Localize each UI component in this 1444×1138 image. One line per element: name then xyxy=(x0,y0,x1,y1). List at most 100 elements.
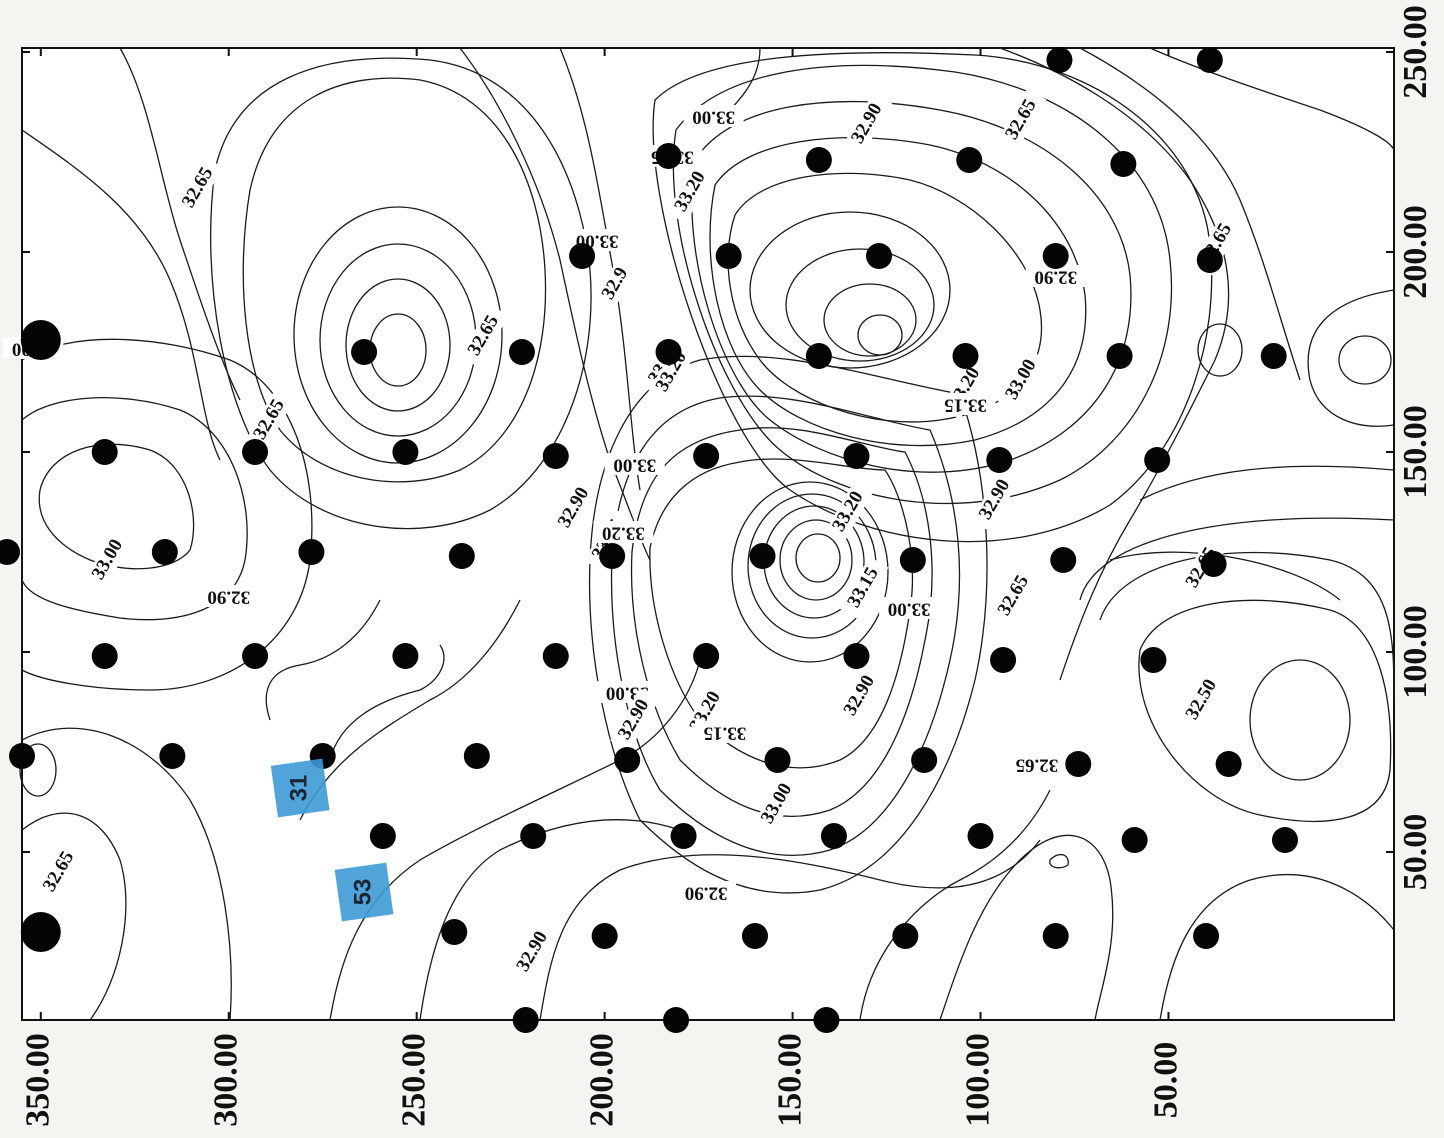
y-tick-label: 200.00 xyxy=(1397,205,1434,299)
contour-line xyxy=(21,727,232,1021)
contour-line xyxy=(749,211,951,369)
contour-line xyxy=(419,818,681,1021)
station-marker xyxy=(1271,827,1298,853)
station-marker xyxy=(1196,247,1223,273)
contour-line xyxy=(610,395,961,856)
contour-line xyxy=(539,839,1041,1021)
station-marker xyxy=(441,919,468,945)
station-marker xyxy=(508,339,535,365)
contour-label: 32.65 xyxy=(1016,755,1059,776)
contour-line xyxy=(1197,323,1243,377)
station-marker xyxy=(569,243,596,269)
x-tick-label: 300.00 xyxy=(208,1033,245,1127)
station-marker xyxy=(1144,447,1171,473)
contour-label-bg xyxy=(824,480,874,544)
station-marker xyxy=(663,1007,690,1033)
contour-label: 33.20 xyxy=(602,523,645,544)
contour-label-bg xyxy=(683,105,744,127)
station-marker xyxy=(591,923,618,949)
contour-label: 33.00 xyxy=(613,455,656,476)
contour-line xyxy=(299,599,521,821)
contour-line xyxy=(345,278,451,412)
station-marker xyxy=(693,443,720,469)
station-marker xyxy=(986,447,1013,473)
sampling-stations xyxy=(0,47,1298,1033)
contour-line xyxy=(795,533,841,583)
contour-line xyxy=(672,64,1173,505)
station-tag-label: 53 xyxy=(349,879,376,906)
contour-line xyxy=(1139,465,1395,501)
contour-label-bg xyxy=(997,88,1047,152)
station-marker xyxy=(151,539,178,565)
station-marker xyxy=(843,643,870,669)
x-tick-label: 250.00 xyxy=(395,1033,432,1127)
contour-line xyxy=(652,52,1213,543)
contour-line xyxy=(588,355,988,894)
contour-line xyxy=(265,599,381,721)
contour-line xyxy=(1138,599,1392,823)
contour-line xyxy=(785,248,935,362)
contour-line xyxy=(779,519,853,601)
station-marker xyxy=(1121,827,1148,853)
station-tag-box xyxy=(270,758,330,818)
station-marker xyxy=(805,147,832,173)
station-marker xyxy=(369,823,396,849)
station-marker xyxy=(967,823,994,849)
contour-label-bg xyxy=(1006,753,1067,775)
contour-line xyxy=(1109,551,1341,601)
station-marker xyxy=(1046,47,1073,73)
contour-line xyxy=(1338,335,1392,385)
contour-line xyxy=(1079,47,1301,381)
station-marker xyxy=(392,439,419,465)
station-tag-label: 31 xyxy=(286,775,313,802)
contour-line xyxy=(459,47,651,561)
station-marker xyxy=(892,923,919,949)
station-marker xyxy=(542,643,569,669)
station-marker xyxy=(1110,151,1137,177)
contour-label-bg xyxy=(935,393,996,415)
station-marker xyxy=(20,320,61,360)
y-tick-label: 250.00 xyxy=(1397,5,1434,99)
station-marker xyxy=(0,539,20,565)
contour-line xyxy=(1159,874,1395,1021)
x-tick-label: 200.00 xyxy=(583,1033,620,1127)
station-marker xyxy=(911,747,938,773)
station-marker xyxy=(1140,647,1167,673)
contour-label-bg xyxy=(83,528,133,592)
station-marker xyxy=(242,439,269,465)
station-marker xyxy=(952,343,979,369)
station-marker xyxy=(351,339,378,365)
station-marker xyxy=(520,823,547,849)
y-tick-label: 50.00 xyxy=(1397,814,1434,891)
contour-line xyxy=(1049,853,1069,869)
contour-label-bg xyxy=(174,156,224,220)
contour-label-bg xyxy=(694,721,755,743)
contour-line xyxy=(731,481,889,663)
contour-label-bg xyxy=(971,468,1021,532)
contour-line xyxy=(1249,659,1351,781)
contour-line xyxy=(329,659,701,1021)
station-marker xyxy=(542,443,569,469)
station-marker xyxy=(463,743,490,769)
contour-label-bg xyxy=(1025,265,1086,287)
contour-label-bg xyxy=(550,476,600,540)
station-tags: 31 53 xyxy=(270,758,394,922)
station-marker xyxy=(764,747,791,773)
contour-lines xyxy=(19,47,1395,1021)
station-marker xyxy=(956,147,983,173)
station-marker xyxy=(670,823,697,849)
contour-label-bg xyxy=(245,388,295,452)
contour-label: 32.90 xyxy=(207,587,250,608)
contour-line xyxy=(823,283,917,357)
contour-label: 33.15 xyxy=(704,723,747,744)
contour-line xyxy=(21,129,221,461)
contour-label: 32.90 xyxy=(685,883,728,904)
contour-label-bg xyxy=(35,840,85,904)
contour-label-bg xyxy=(997,348,1047,412)
station-marker xyxy=(1193,923,1220,949)
station-marker xyxy=(512,1007,539,1033)
contour-label-bg xyxy=(839,556,889,620)
x-tick-label: 100.00 xyxy=(959,1033,996,1127)
station-marker xyxy=(1065,751,1092,777)
contour-line xyxy=(1079,517,1395,601)
